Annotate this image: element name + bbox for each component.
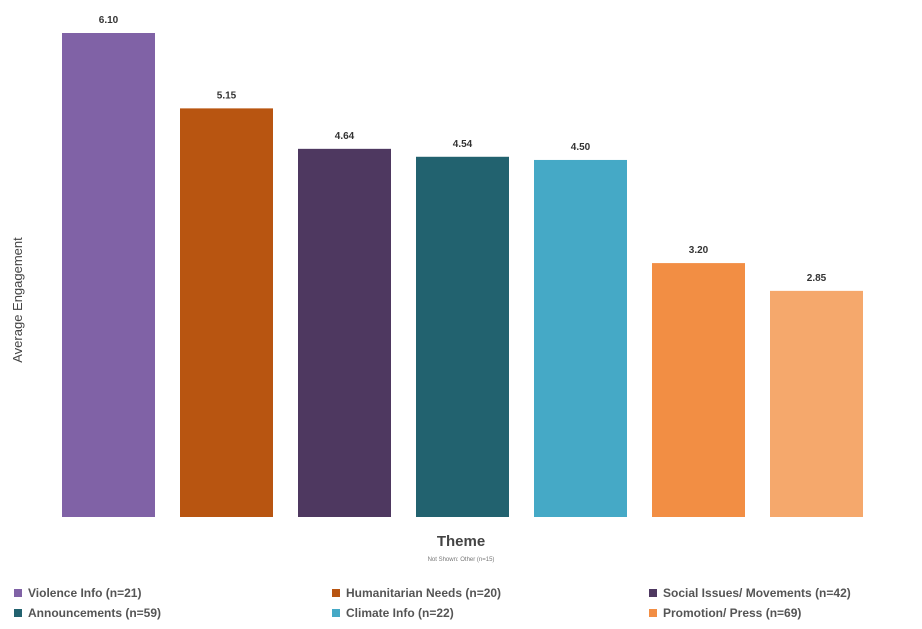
legend-item-1: Violence Info (n=21) [14, 586, 332, 600]
legend-item-4: Announcements (n=59) [14, 606, 332, 620]
bar-6 [652, 263, 745, 517]
bar-5 [534, 159, 627, 518]
legend-swatch [649, 609, 657, 617]
legend-swatch [649, 589, 657, 597]
legend-label: Promotion/ Press (n=69) [663, 606, 802, 620]
value-label-6: 3.20 [689, 245, 709, 256]
value-label-2: 5.15 [217, 90, 237, 101]
legend-label: Violence Info (n=21) [28, 586, 142, 600]
bar-2 [180, 108, 273, 518]
legend-swatch [14, 589, 22, 597]
bar-7 [770, 290, 863, 517]
bar-chart: 6.10 5.15 4.64 4.54 4.50 3.20 2.85 Average Eng… [10, 15, 863, 563]
value-label-4: 4.54 [453, 139, 473, 150]
value-label-1: 6.10 [99, 15, 119, 26]
legend-item-5: Climate Info (n=22) [332, 606, 649, 620]
legend-label: Social Issues/ Movements (n=42) [663, 586, 851, 600]
legend-item-3: Social Issues/ Movements (n=42) [649, 586, 919, 600]
legend-swatch [332, 609, 340, 617]
bar-3 [298, 148, 391, 517]
y-axis-label: Average Engagement [10, 237, 25, 363]
legend-label: Announcements (n=59) [28, 606, 162, 620]
bar-1 [62, 33, 155, 517]
value-label-7: 2.85 [807, 273, 827, 284]
legend: Violence Info (n=21) Humanitarian Needs (… [14, 586, 919, 620]
value-label-3: 4.64 [335, 131, 355, 142]
legend-swatch [14, 609, 22, 617]
legend-label: Humanitarian Needs (n=20) [346, 586, 502, 600]
legend-item-2: Humanitarian Needs (n=20) [332, 586, 649, 600]
legend-item-6: Promotion/ Press (n=69) [649, 606, 919, 620]
x-axis-title: Theme [437, 533, 485, 550]
bars [62, 33, 863, 518]
value-label-5: 4.50 [571, 142, 591, 153]
legend-swatch [332, 589, 340, 597]
bar-4 [416, 156, 509, 518]
not-shown-note: Not Shown: Other (n=15) [428, 557, 495, 563]
value-labels: 6.10 5.15 4.64 4.54 4.50 3.20 2.85 [99, 15, 827, 284]
legend-label: Climate Info (n=22) [346, 606, 454, 620]
